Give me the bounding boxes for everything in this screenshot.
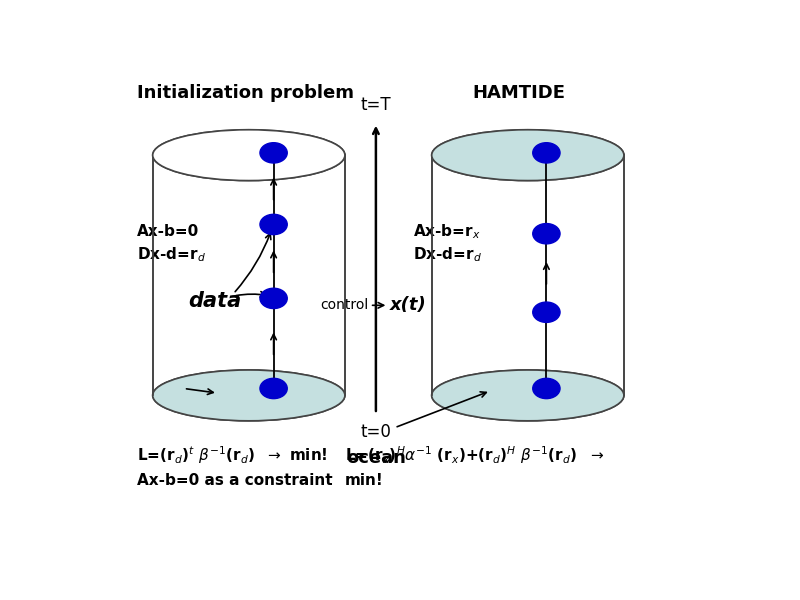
Circle shape xyxy=(533,302,560,322)
Text: control: control xyxy=(320,298,368,313)
Circle shape xyxy=(260,288,287,308)
Circle shape xyxy=(533,379,560,398)
Ellipse shape xyxy=(432,370,624,421)
Text: x(t$_0$): x(t$_0$) xyxy=(162,376,209,397)
Ellipse shape xyxy=(432,130,624,181)
Circle shape xyxy=(533,143,560,163)
Text: ocean: ocean xyxy=(346,449,406,467)
Text: t=0: t=0 xyxy=(361,423,391,441)
Circle shape xyxy=(260,214,287,235)
Text: x(t): x(t) xyxy=(390,296,427,314)
Text: HAMTIDE: HAMTIDE xyxy=(472,83,565,101)
Text: t=T: t=T xyxy=(361,95,391,113)
Text: Ax-b=r$_x$: Ax-b=r$_x$ xyxy=(413,222,481,241)
Text: L=(r$_d$)$^t$ $\beta^{-1}$(r$_d$)  $\rightarrow$ min!: L=(r$_d$)$^t$ $\beta^{-1}$(r$_d$) $\righ… xyxy=(138,445,328,466)
Ellipse shape xyxy=(153,370,345,421)
Text: Ax-b=0: Ax-b=0 xyxy=(138,224,199,239)
Circle shape xyxy=(260,379,287,398)
Ellipse shape xyxy=(432,130,624,181)
Text: Dx-d=r$_d$: Dx-d=r$_d$ xyxy=(413,245,482,264)
Polygon shape xyxy=(153,155,345,395)
Circle shape xyxy=(260,143,287,163)
Circle shape xyxy=(533,224,560,244)
Ellipse shape xyxy=(153,130,345,181)
Ellipse shape xyxy=(153,130,345,181)
Text: data: data xyxy=(188,290,242,311)
Polygon shape xyxy=(432,155,624,395)
Text: Ax-b=0 as a constraint: Ax-b=0 as a constraint xyxy=(138,473,333,488)
Polygon shape xyxy=(432,155,624,395)
Text: Initialization problem: Initialization problem xyxy=(138,83,354,101)
Text: L=(r$_x$)$^H$$\alpha^{-1}$ (r$_x$)+(r$_d$)$^H$ $\beta^{-1}$(r$_d$)  $\rightarrow: L=(r$_x$)$^H$$\alpha^{-1}$ (r$_x$)+(r$_d… xyxy=(345,445,604,466)
Polygon shape xyxy=(153,155,345,395)
Text: min!: min! xyxy=(345,473,384,488)
Ellipse shape xyxy=(153,370,345,421)
Ellipse shape xyxy=(432,370,624,421)
Text: Dx-d=r$_d$: Dx-d=r$_d$ xyxy=(138,245,206,264)
